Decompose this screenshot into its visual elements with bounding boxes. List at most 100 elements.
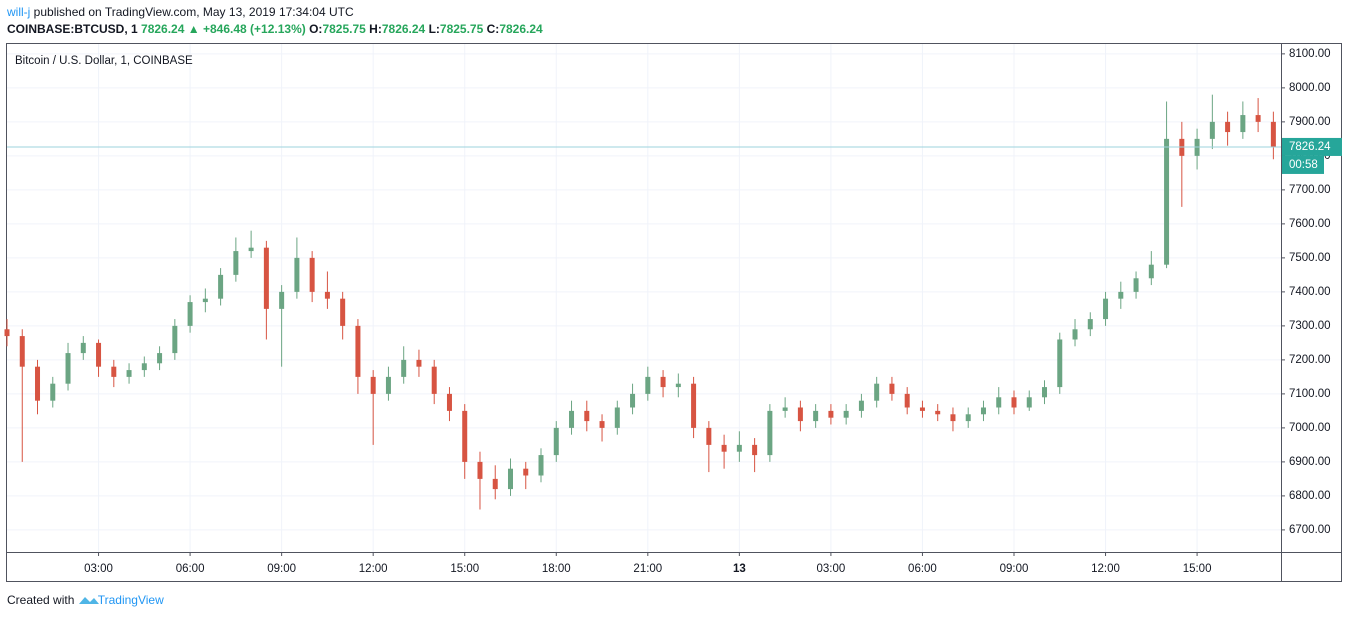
last: 7826.24 [141,22,185,36]
candle-body [370,376,376,394]
candle-body [4,329,10,337]
candle-body [187,302,193,326]
candle-body [706,427,712,445]
axes: 6700.00 6800.00 6900.00 7000.00 7100.00 7200.… [84,48,1342,575]
candle-body [401,359,407,377]
x-tick-label: 13 [733,563,746,575]
candle-body [111,366,117,377]
y-tick-label: 7100.00 [1289,388,1331,400]
symbol-line: COINBASE:BTCUSD, 1 7826.24 ▲ +846.48 (+1… [7,22,543,36]
candle-body [858,400,864,411]
h-label: H: [369,22,382,36]
candles [4,94,1281,510]
c-label: C: [486,22,500,36]
h: 7826.24 [381,22,426,36]
y-tick-label: 7900.00 [1289,116,1331,128]
candle-body [309,257,315,292]
brand-logo [78,596,99,604]
candle-body [80,342,86,354]
candle-body [157,353,163,364]
candle-body [462,410,468,462]
x-tick-label: 03:00 [84,563,113,575]
y-tick-label: 8100.00 [1289,48,1331,60]
candle-body [904,393,910,408]
candle-body [477,461,483,479]
candle-body [1148,264,1154,279]
candle-body [721,444,727,452]
candle-body [752,444,758,456]
chart-frame [6,43,1342,582]
candle-body [1042,387,1048,398]
candle-body [340,298,346,326]
grid [7,44,1281,552]
candle-body [874,383,880,401]
y-tick-label: 6900.00 [1289,456,1331,468]
change: +846.48 (+12.13%) [203,22,306,36]
y-tick-label: 8000.00 [1289,82,1331,94]
candle-body [324,291,330,299]
x-tick-label: 12:00 [1091,563,1120,575]
publish-line: will-j published on TradingView.com, May… [7,5,354,19]
x-tick-label: 09:00 [267,563,296,575]
candle-body [645,376,651,394]
candle-body [599,421,605,428]
candle-body [202,298,208,303]
candle-body [538,455,544,476]
candle-body [736,444,742,452]
candle-body [935,410,941,415]
candle-body [126,370,132,377]
x-tick-label: 21:00 [633,563,662,575]
candle-body [614,407,620,428]
candle-body [416,359,422,367]
brand[interactable]: TradingView [97,593,164,607]
candle-body [50,383,56,401]
y-tick-label: 7400.00 [1289,286,1331,298]
footer: Created with TradingView [7,593,166,607]
candle-body [279,291,285,309]
chart: 6700.00 6800.00 6900.00 7000.00 7100.00 7200.… [4,43,1342,582]
y-tick-label: 7200.00 [1289,354,1331,366]
last-price-badge [1282,137,1342,156]
candle-body [980,407,986,415]
y-tick-label: 7700.00 [1289,184,1331,196]
candle-body [996,397,1002,408]
candle-body [1164,138,1170,265]
candle-body [553,427,559,456]
candle-body [385,376,391,394]
candle-body [1270,121,1276,147]
countdown-badge [1282,155,1324,174]
c: 7826.24 [499,22,543,36]
created-with: Created with [7,593,75,607]
y-tick-label: 7600.00 [1289,218,1331,230]
published: published on TradingView.com, May 13, 20… [33,5,354,19]
candle-body [65,353,71,384]
candle-body [1209,121,1215,139]
candle-body [263,247,269,309]
author[interactable]: will-j [7,5,31,19]
candle-body [19,336,25,367]
candle-body [1087,319,1093,330]
o-label: O: [309,22,323,36]
candle-body [1240,115,1246,133]
candle-body [797,407,803,422]
candle-body [630,393,636,408]
last-price-label: 7826.24 [1289,141,1331,153]
legend-title: Bitcoin / U.S. Dollar, 1, COINBASE [15,55,193,67]
candle-body [584,410,590,422]
candle-body [675,383,681,388]
y-tick-label: 6800.00 [1289,490,1331,502]
candle-body [950,414,956,422]
arrow: ▲ [187,22,200,36]
candle-body [1072,329,1078,340]
x-tick-label: 03:00 [817,563,846,575]
y-tick-label: 7000.00 [1289,422,1331,434]
x-tick-label: 06:00 [908,563,937,575]
candle-body [691,383,697,428]
x-tick-label: 06:00 [176,563,205,575]
y-tick-label: 7300.00 [1289,320,1331,332]
x-tick-label: 15:00 [450,563,479,575]
candle-body [96,342,102,367]
candle-body [35,366,41,401]
candle-body [767,410,773,456]
candle-body [294,257,300,292]
